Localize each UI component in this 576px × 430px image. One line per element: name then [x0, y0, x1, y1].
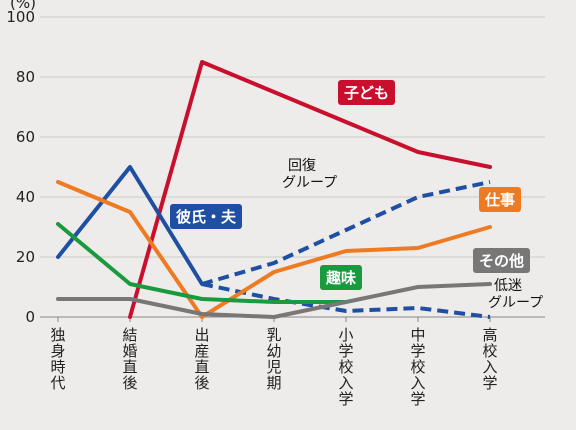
x-axis: 独身時代 結婚直後 出産直後 乳幼児期 小学校入学 中学校入学 高校入学: [50, 317, 498, 408]
x-tick-label: 出産直後: [194, 326, 209, 392]
series-line: [201, 180, 491, 286]
series-label: 回復グループ: [282, 157, 337, 191]
gridlines: [40, 16, 545, 318]
x-tick-label: 中学校入学: [410, 326, 425, 408]
x-tick-label: 小学校入学: [338, 326, 353, 408]
x-tick-label: 乳幼児期: [266, 326, 281, 392]
y-tick-label: 0: [25, 308, 35, 326]
x-tick-label: 高校入学: [482, 326, 497, 392]
series-badge: [473, 248, 530, 273]
series-line: [56, 180, 492, 319]
series-line: [201, 282, 491, 319]
y-axis: (%) 0 20 40 60 80 100: [6, 0, 36, 326]
series-line: [56, 222, 348, 304]
series-badge: [338, 80, 395, 105]
series-line: [128, 60, 492, 319]
series-label: その他: [479, 252, 524, 270]
x-tick-label: 結婚直後: [122, 326, 137, 392]
series-label: 彼氏・夫: [176, 208, 237, 226]
y-tick-label: 20: [16, 248, 35, 266]
series-lines: [56, 60, 492, 319]
y-unit-label: (%): [10, 0, 36, 12]
series-badge: [479, 187, 521, 212]
series-line: [56, 165, 204, 286]
y-tick-label: 80: [16, 68, 35, 86]
series-badge: [170, 204, 242, 229]
series-label: 趣味: [325, 269, 356, 287]
series-label: 仕事: [484, 191, 515, 209]
y-tick-label: 100: [6, 8, 35, 26]
series-badge: [320, 265, 362, 290]
y-tick-label: 40: [16, 188, 35, 206]
x-tick-label: 独身時代: [50, 326, 65, 392]
y-tick-label: 60: [16, 128, 35, 146]
series-label: 低迷グループ: [488, 278, 543, 311]
series-label: 子ども: [344, 84, 389, 102]
series-line: [56, 282, 492, 319]
